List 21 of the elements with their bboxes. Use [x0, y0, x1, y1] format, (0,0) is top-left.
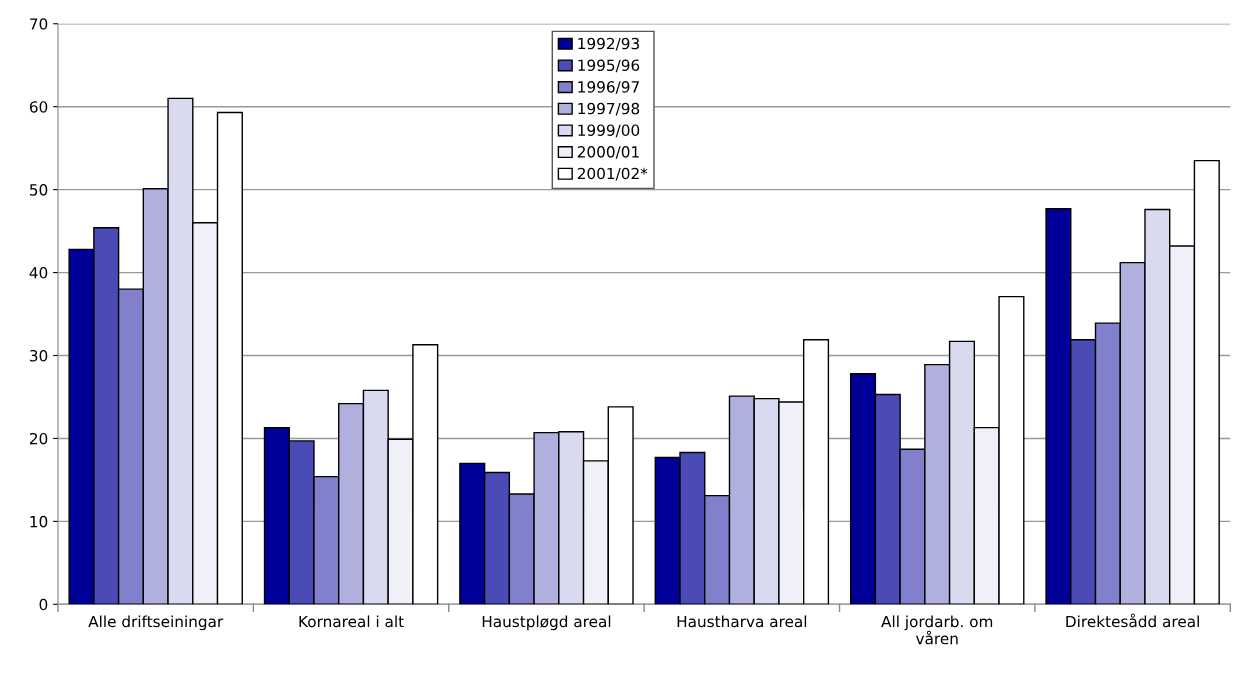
y-tick-label: 40	[29, 267, 48, 279]
x-tick-label: Alle driftseiningar	[88, 615, 224, 631]
legend-label: 1992/93	[578, 37, 639, 51]
y-tick-label: 70	[30, 18, 48, 30]
y-tick-label: 30	[30, 349, 48, 362]
legend-label: 2001/02*	[577, 167, 648, 181]
y-tick-label: 60	[29, 101, 48, 113]
y-tick-label: 50	[30, 184, 48, 196]
legend-label: 1995/96	[578, 59, 640, 73]
legend-label: 1997/98	[578, 102, 640, 116]
y-tick-label: 20	[29, 432, 48, 445]
x-tick-label: Haustharva areal	[677, 615, 807, 628]
legend-label: 2000/01	[577, 146, 639, 159]
legend-label: 1999/00	[578, 124, 640, 138]
y-tick-label: 0	[39, 598, 48, 611]
x-tick-label: Direktesådd areal	[1066, 613, 1199, 628]
x-tick-label: Haustpløgd areal	[482, 615, 611, 631]
x-tick-label: Kornareal i alt	[299, 615, 404, 628]
legend-label: 1996/97	[578, 81, 639, 94]
y-tick-label: 10	[30, 515, 48, 528]
x-tick-label: All jordarb. om våren	[881, 615, 993, 645]
